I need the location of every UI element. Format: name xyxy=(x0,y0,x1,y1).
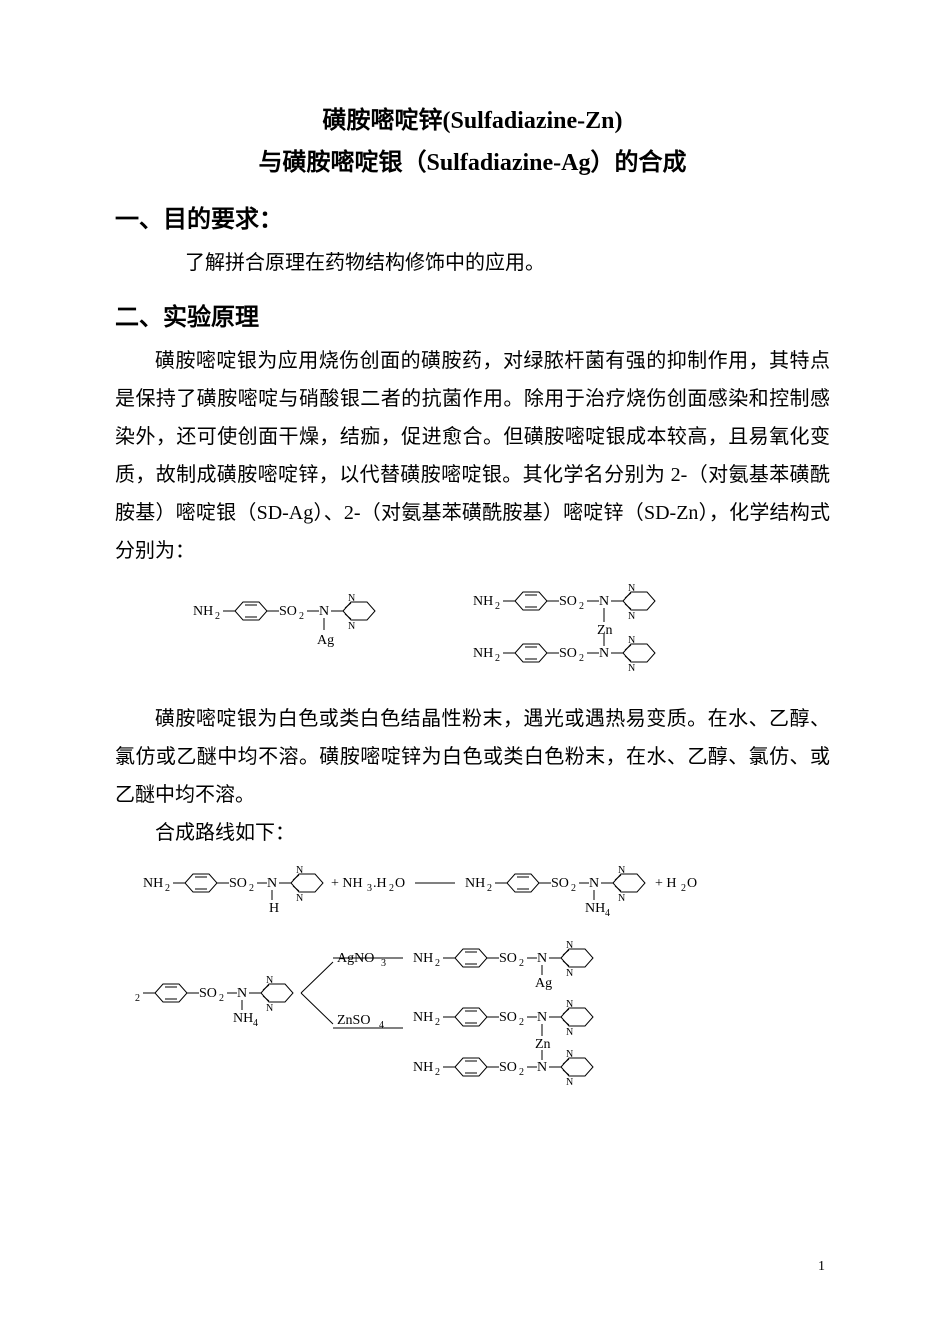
svg-text:SO: SO xyxy=(499,1010,517,1025)
svg-text:ZnSO: ZnSO xyxy=(337,1013,370,1028)
section2-heading: 二、实验原理 xyxy=(115,300,830,336)
svg-text:2: 2 xyxy=(579,653,584,664)
svg-text:NH: NH xyxy=(473,594,493,609)
title-line-1: 磺胺嘧啶锌(Sulfadiazine-Zn) xyxy=(115,100,830,142)
svg-text:NH: NH xyxy=(413,1010,433,1025)
svg-text:N: N xyxy=(566,1049,573,1060)
svg-text:N: N xyxy=(566,1077,573,1088)
svg-text:NH: NH xyxy=(473,646,493,661)
svg-text:N: N xyxy=(589,876,599,891)
svg-text:N: N xyxy=(296,893,303,904)
svg-text:Zn: Zn xyxy=(597,623,613,638)
svg-text:2: 2 xyxy=(579,601,584,612)
section2-p2: 磺胺嘧啶银为白色或类白色结晶性粉末，遇光或遇热易变质。在水、乙醇、氯仿或乙醚中均… xyxy=(115,700,830,814)
svg-text:3: 3 xyxy=(381,958,386,969)
page: 磺胺嘧啶锌(Sulfadiazine-Zn) 与磺胺嘧啶银（Sulfadiazi… xyxy=(0,0,945,1335)
svg-text:+ NH: + NH xyxy=(331,876,363,891)
svg-text:NH: NH xyxy=(143,876,163,891)
svg-text:N: N xyxy=(537,1060,547,1075)
svg-text:2: 2 xyxy=(135,993,140,1004)
svg-text:Ag: Ag xyxy=(317,633,334,648)
title-line-2: 与磺胺嘧啶银（Sulfadiazine-Ag）的合成 xyxy=(115,142,830,184)
section1-p1: 了解拼合原理在药物结构修饰中的应用。 xyxy=(115,244,830,282)
svg-text:N: N xyxy=(628,663,635,674)
svg-text:SO: SO xyxy=(559,646,577,661)
svg-text:NH: NH xyxy=(193,604,213,619)
svg-text:N: N xyxy=(267,876,277,891)
svg-text:N: N xyxy=(599,646,609,661)
svg-text:2: 2 xyxy=(495,601,500,612)
svg-text:N: N xyxy=(618,865,625,876)
svg-text:Ag: Ag xyxy=(535,976,552,991)
svg-text:3: 3 xyxy=(367,883,372,894)
svg-text:SO: SO xyxy=(499,951,517,966)
section1-heading: 一、目的要求： xyxy=(115,202,830,238)
svg-text:N: N xyxy=(628,611,635,622)
svg-text:N: N xyxy=(566,940,573,951)
svg-text:SO: SO xyxy=(199,986,217,1001)
svg-text:SO: SO xyxy=(279,604,297,619)
svg-text:2: 2 xyxy=(571,883,576,894)
svg-text:SO: SO xyxy=(499,1060,517,1075)
svg-text:+ H: + H xyxy=(655,876,677,891)
svg-text:Zn: Zn xyxy=(535,1037,551,1052)
svg-text:N: N xyxy=(348,593,355,604)
svg-text:2: 2 xyxy=(299,611,304,622)
svg-text:N: N xyxy=(618,893,625,904)
svg-text:2: 2 xyxy=(495,653,500,664)
svg-text:O: O xyxy=(395,876,405,891)
svg-text:H: H xyxy=(269,901,279,916)
svg-text:N: N xyxy=(537,1010,547,1025)
svg-text:2: 2 xyxy=(681,883,686,894)
svg-text:N: N xyxy=(566,1027,573,1038)
svg-text:N: N xyxy=(566,999,573,1010)
svg-text:SO: SO xyxy=(551,876,569,891)
svg-text:N: N xyxy=(628,583,635,594)
svg-text:2: 2 xyxy=(435,1017,440,1028)
synthesis-scheme: NH2 SO2 N NN H + NH3 .H2O xyxy=(133,862,813,1092)
svg-text:2: 2 xyxy=(219,993,224,1004)
svg-text:NH: NH xyxy=(233,1011,253,1026)
svg-text:N: N xyxy=(237,986,247,1001)
svg-text:NH: NH xyxy=(465,876,485,891)
svg-text:2: 2 xyxy=(435,958,440,969)
svg-text:N: N xyxy=(628,635,635,646)
svg-text:SO: SO xyxy=(229,876,247,891)
svg-text:NH: NH xyxy=(413,1060,433,1075)
svg-text:4: 4 xyxy=(605,908,610,919)
svg-text:2: 2 xyxy=(519,1067,524,1078)
svg-text:4: 4 xyxy=(379,1020,384,1031)
svg-text:2: 2 xyxy=(487,883,492,894)
svg-text:NH: NH xyxy=(413,951,433,966)
section2-p1: 磺胺嘧啶银为应用烧伤创面的磺胺药，对绿脓杆菌有强的抑制作用，其特点是保持了磺胺嘧… xyxy=(115,342,830,570)
svg-text:2: 2 xyxy=(249,883,254,894)
svg-text:2: 2 xyxy=(215,611,220,622)
svg-text:NH: NH xyxy=(585,901,605,916)
section2-p3: 合成路线如下： xyxy=(115,814,830,852)
svg-text:N: N xyxy=(599,594,609,609)
svg-text:N: N xyxy=(266,1003,273,1014)
svg-text:2: 2 xyxy=(389,883,394,894)
svg-text:N: N xyxy=(537,951,547,966)
svg-text:2: 2 xyxy=(435,1067,440,1078)
svg-text:2: 2 xyxy=(519,958,524,969)
svg-text:N: N xyxy=(566,968,573,979)
svg-text:N: N xyxy=(348,621,355,632)
svg-text:4: 4 xyxy=(253,1018,258,1029)
svg-text:2: 2 xyxy=(519,1017,524,1028)
svg-text:.H: .H xyxy=(373,876,387,891)
svg-text:N: N xyxy=(296,865,303,876)
svg-text:2: 2 xyxy=(165,883,170,894)
page-number: 1 xyxy=(818,1259,825,1275)
svg-text:SO: SO xyxy=(559,594,577,609)
structures-figure: NH2 SO2 N N N Ag xyxy=(193,580,753,690)
svg-text:O: O xyxy=(687,876,697,891)
svg-text:N: N xyxy=(319,604,329,619)
svg-text:N: N xyxy=(266,975,273,986)
